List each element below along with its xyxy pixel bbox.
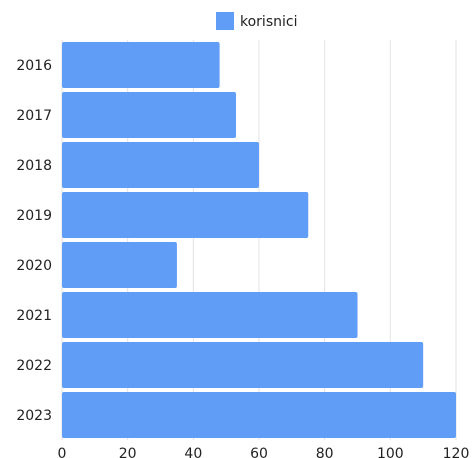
bars [62, 42, 456, 438]
x-tick-label-20: 20 [119, 446, 137, 458]
x-tick-label-120: 120 [443, 446, 470, 458]
bar-2020 [62, 242, 177, 288]
bar-2017 [62, 92, 237, 138]
x-tick-label-0: 0 [58, 446, 67, 458]
y-category-label-2020: 2020 [16, 258, 52, 274]
bar-2018 [62, 142, 259, 188]
y-axis-labels: 2016 2017 2018 2019 2020 2021 2022 2023 [16, 58, 52, 424]
x-axis-labels: 0 20 40 60 80 100 120 [58, 446, 470, 458]
x-tick-label-60: 60 [250, 446, 268, 458]
y-category-label-2018: 2018 [16, 158, 52, 174]
x-tick-label-100: 100 [377, 446, 404, 458]
y-category-label-2022: 2022 [16, 358, 52, 374]
bar-2023 [62, 392, 456, 438]
legend: korisnici [216, 12, 297, 30]
y-category-label-2016: 2016 [16, 58, 52, 74]
y-category-label-2021: 2021 [16, 308, 52, 324]
legend-swatch [216, 12, 234, 30]
y-category-label-2019: 2019 [16, 208, 52, 224]
y-category-label-2023: 2023 [16, 408, 52, 424]
bar-2016 [62, 42, 220, 88]
x-tick-label-40: 40 [184, 446, 202, 458]
y-category-label-2017: 2017 [16, 108, 52, 124]
legend-label: korisnici [240, 14, 297, 30]
bar-2019 [62, 192, 309, 238]
bar-2021 [62, 292, 358, 338]
bar-2022 [62, 342, 424, 388]
x-tick-label-80: 80 [316, 446, 334, 458]
